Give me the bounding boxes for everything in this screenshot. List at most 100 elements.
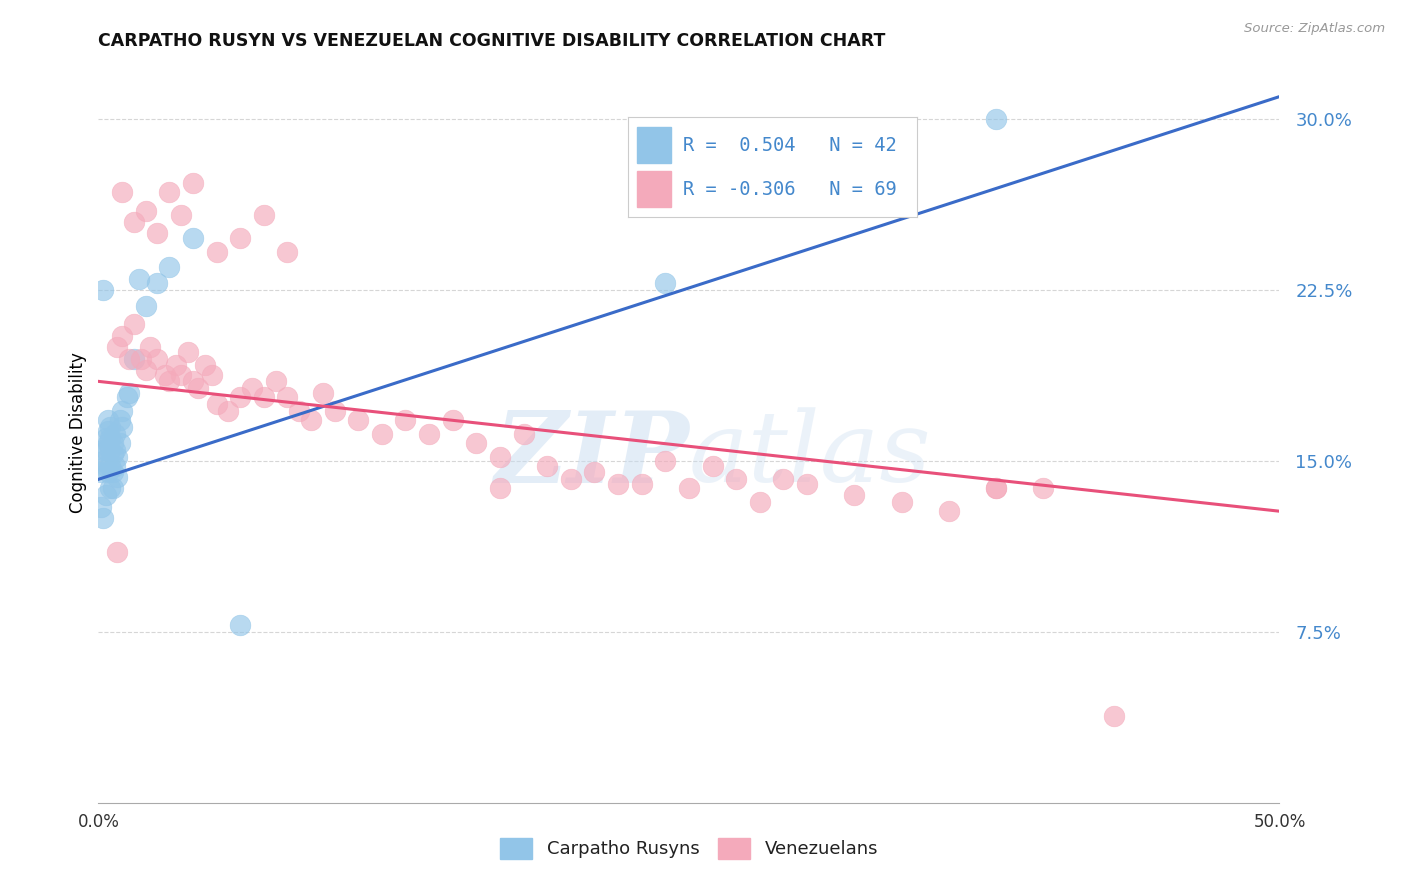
Point <box>105 340 128 354</box>
Point <box>276 390 298 404</box>
Point <box>97 435 120 450</box>
Point <box>170 208 193 222</box>
Point <box>105 470 128 484</box>
Point <box>91 511 114 525</box>
Point <box>135 203 157 218</box>
Point <box>104 458 127 473</box>
Point <box>111 404 134 418</box>
Point <box>157 260 180 275</box>
Point <box>1032 482 1054 496</box>
Point <box>678 482 700 496</box>
Point <box>94 488 117 502</box>
Bar <box>637 171 671 207</box>
Point <box>108 435 131 450</box>
Point <box>165 359 187 373</box>
Point <box>115 390 138 404</box>
Text: CARPATHO RUSYN VS VENEZUELAN COGNITIVE DISABILITY CORRELATION CHART: CARPATHO RUSYN VS VENEZUELAN COGNITIVE D… <box>98 32 886 50</box>
Point <box>94 431 117 445</box>
Point <box>441 413 464 427</box>
Point <box>796 476 818 491</box>
Point <box>157 375 180 389</box>
Point <box>108 413 131 427</box>
Point <box>105 450 128 464</box>
Point <box>90 466 112 480</box>
Point <box>101 466 124 480</box>
Point <box>984 112 1007 127</box>
Bar <box>637 128 671 163</box>
Point <box>748 495 770 509</box>
Legend: Carpatho Rusyns, Venezuelans: Carpatho Rusyns, Venezuelans <box>491 829 887 868</box>
Point <box>299 413 322 427</box>
Point <box>111 186 134 200</box>
Point <box>105 545 128 559</box>
Point <box>536 458 558 473</box>
Point <box>181 375 204 389</box>
Point <box>146 351 169 366</box>
Point <box>128 272 150 286</box>
Point <box>489 482 512 496</box>
Point <box>181 231 204 245</box>
Point <box>98 482 121 496</box>
Point <box>194 359 217 373</box>
Point <box>91 442 114 457</box>
Point <box>170 368 193 382</box>
Point <box>146 227 169 241</box>
Point <box>122 318 145 332</box>
Point <box>607 476 630 491</box>
Point <box>118 351 141 366</box>
Point <box>157 186 180 200</box>
Point <box>91 454 114 468</box>
Point <box>98 420 121 434</box>
Point <box>938 504 960 518</box>
Point <box>98 431 121 445</box>
Point <box>101 482 124 496</box>
Point <box>94 442 117 457</box>
Point <box>94 458 117 473</box>
Point <box>371 426 394 441</box>
Point <box>118 385 141 400</box>
Point <box>654 454 676 468</box>
Point <box>1102 709 1125 723</box>
Point <box>135 299 157 313</box>
Point <box>129 351 152 366</box>
Point <box>264 375 287 389</box>
Point <box>104 426 127 441</box>
Text: R = -0.306   N = 69: R = -0.306 N = 69 <box>683 179 897 199</box>
Point <box>177 344 200 359</box>
Point <box>217 404 239 418</box>
Text: atlas: atlas <box>689 407 932 502</box>
Point <box>229 618 252 632</box>
Point <box>104 442 127 457</box>
Point <box>465 435 488 450</box>
Point <box>560 472 582 486</box>
Text: R =  0.504   N = 42: R = 0.504 N = 42 <box>683 136 897 154</box>
Point <box>240 381 263 395</box>
Point <box>583 466 606 480</box>
Point <box>288 404 311 418</box>
Point <box>97 413 120 427</box>
Text: Source: ZipAtlas.com: Source: ZipAtlas.com <box>1244 22 1385 36</box>
Point <box>630 476 652 491</box>
Point <box>122 351 145 366</box>
Point <box>205 397 228 411</box>
Point <box>146 277 169 291</box>
Point <box>201 368 224 382</box>
Point <box>97 466 120 480</box>
Point <box>772 472 794 486</box>
Point <box>101 435 124 450</box>
Point <box>111 420 134 434</box>
Y-axis label: Cognitive Disability: Cognitive Disability <box>69 352 87 513</box>
Point <box>122 215 145 229</box>
Point <box>347 413 370 427</box>
Point <box>418 426 440 441</box>
Point <box>276 244 298 259</box>
Point <box>97 425 120 439</box>
Point <box>90 500 112 514</box>
Point <box>153 368 176 382</box>
Point <box>312 385 335 400</box>
Point <box>844 488 866 502</box>
Point <box>91 283 114 297</box>
Point <box>702 458 724 473</box>
Point <box>229 390 252 404</box>
Point <box>725 472 748 486</box>
